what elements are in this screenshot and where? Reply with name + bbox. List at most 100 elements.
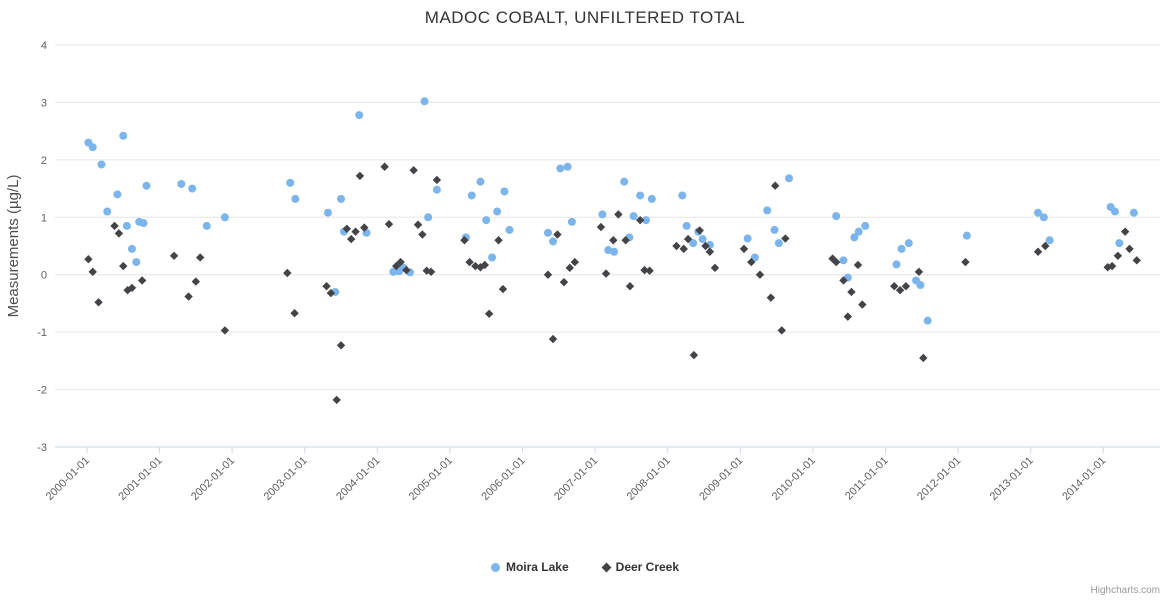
data-point-deer-creek[interactable]	[1132, 256, 1141, 265]
data-point-moira-lake[interactable]	[549, 237, 558, 246]
data-point-deer-creek[interactable]	[114, 229, 124, 238]
data-point-moira-lake[interactable]	[563, 162, 572, 171]
data-point-moira-lake[interactable]	[139, 219, 148, 228]
data-point-deer-creek[interactable]	[498, 284, 508, 294]
data-point-deer-creek[interactable]	[1107, 261, 1117, 271]
data-point-moira-lake[interactable]	[323, 208, 332, 217]
data-point-moira-lake[interactable]	[1129, 208, 1138, 217]
data-point-deer-creek[interactable]	[625, 282, 635, 291]
highcharts-credit[interactable]: Highcharts.com	[1090, 585, 1160, 596]
data-point-deer-creek[interactable]	[890, 282, 899, 291]
data-point-deer-creek[interactable]	[609, 236, 618, 245]
data-point-deer-creek[interactable]	[119, 261, 128, 271]
data-point-deer-creek[interactable]	[621, 236, 630, 245]
data-point-deer-creek[interactable]	[418, 230, 427, 239]
data-point-moira-lake[interactable]	[770, 225, 779, 234]
data-point-deer-creek[interactable]	[380, 162, 389, 171]
data-point-deer-creek[interactable]	[413, 220, 423, 229]
data-point-moira-lake[interactable]	[904, 239, 913, 248]
data-point-deer-creek[interactable]	[384, 219, 394, 229]
data-point-moira-lake[interactable]	[1110, 207, 1119, 216]
data-point-deer-creek[interactable]	[127, 283, 137, 293]
data-point-deer-creek[interactable]	[432, 175, 442, 185]
data-point-moira-lake[interactable]	[750, 253, 759, 262]
data-point-moira-lake[interactable]	[763, 206, 772, 215]
data-point-deer-creek[interactable]	[543, 270, 553, 279]
data-point-moira-lake[interactable]	[629, 212, 638, 221]
data-point-deer-creek[interactable]	[196, 253, 205, 262]
data-point-deer-creek[interactable]	[635, 215, 645, 225]
data-point-moira-lake[interactable]	[493, 207, 502, 216]
data-point-deer-creek[interactable]	[645, 266, 654, 275]
data-point-moira-lake[interactable]	[337, 194, 346, 203]
data-point-deer-creek[interactable]	[494, 236, 503, 245]
data-point-deer-creek[interactable]	[559, 277, 569, 287]
data-point-deer-creek[interactable]	[755, 270, 765, 279]
data-point-moira-lake[interactable]	[854, 227, 863, 236]
data-point-deer-creek[interactable]	[1113, 251, 1123, 260]
data-point-deer-creek[interactable]	[710, 263, 720, 273]
data-point-moira-lake[interactable]	[556, 164, 565, 173]
data-point-moira-lake[interactable]	[476, 177, 485, 186]
data-point-deer-creek[interactable]	[465, 257, 474, 267]
data-point-deer-creek[interactable]	[679, 244, 688, 254]
data-point-deer-creek[interactable]	[781, 234, 790, 243]
data-point-moira-lake[interactable]	[1045, 236, 1054, 245]
data-point-moira-lake[interactable]	[432, 185, 441, 194]
data-point-moira-lake[interactable]	[202, 221, 211, 230]
data-point-moira-lake[interactable]	[743, 234, 752, 243]
data-point-deer-creek[interactable]	[847, 287, 856, 297]
data-point-moira-lake[interactable]	[916, 281, 925, 290]
data-point-moira-lake[interactable]	[119, 131, 128, 140]
data-point-deer-creek[interactable]	[895, 286, 905, 295]
data-point-deer-creek[interactable]	[701, 241, 710, 251]
data-point-deer-creek[interactable]	[426, 267, 436, 277]
data-point-deer-creek[interactable]	[683, 234, 693, 244]
data-point-deer-creek[interactable]	[94, 298, 103, 307]
data-point-moira-lake[interactable]	[850, 233, 859, 242]
data-point-deer-creek[interactable]	[460, 236, 469, 245]
data-point-moira-lake[interactable]	[620, 177, 629, 186]
data-point-deer-creek[interactable]	[220, 326, 230, 335]
data-point-moira-lake[interactable]	[923, 316, 932, 325]
data-point-moira-lake[interactable]	[839, 256, 848, 265]
data-point-deer-creek[interactable]	[601, 269, 611, 278]
data-point-deer-creek[interactable]	[283, 268, 292, 278]
data-point-deer-creek[interactable]	[191, 277, 201, 286]
data-point-moira-lake[interactable]	[286, 178, 295, 187]
data-point-moira-lake[interactable]	[962, 231, 971, 240]
data-point-deer-creek[interactable]	[402, 265, 411, 275]
data-point-moira-lake[interactable]	[127, 244, 136, 253]
data-point-deer-creek[interactable]	[184, 292, 193, 301]
data-point-moira-lake[interactable]	[420, 97, 429, 106]
data-point-deer-creek[interactable]	[695, 226, 704, 235]
data-point-moira-lake[interactable]	[488, 253, 497, 262]
data-point-deer-creek[interactable]	[548, 334, 558, 344]
data-point-moira-lake[interactable]	[641, 216, 650, 225]
data-point-moira-lake[interactable]	[482, 216, 491, 225]
data-point-deer-creek[interactable]	[351, 227, 360, 236]
data-point-moira-lake[interactable]	[467, 191, 476, 200]
data-point-deer-creek[interactable]	[858, 300, 867, 309]
data-point-deer-creek[interactable]	[326, 288, 336, 298]
data-point-deer-creek[interactable]	[1120, 227, 1130, 236]
data-point-deer-creek[interactable]	[322, 282, 331, 291]
data-point-moira-lake[interactable]	[142, 181, 151, 190]
data-point-moira-lake[interactable]	[647, 194, 656, 203]
data-point-deer-creek[interactable]	[777, 326, 786, 335]
data-point-deer-creek[interactable]	[914, 267, 924, 277]
data-point-deer-creek[interactable]	[640, 265, 649, 275]
data-point-moira-lake[interactable]	[774, 239, 783, 248]
data-point-moira-lake[interactable]	[1115, 239, 1124, 248]
data-point-deer-creek[interactable]	[672, 241, 681, 251]
data-point-moira-lake[interactable]	[689, 239, 698, 248]
data-point-moira-lake[interactable]	[389, 267, 398, 276]
data-point-deer-creek[interactable]	[84, 255, 93, 264]
data-point-deer-creek[interactable]	[396, 257, 405, 267]
data-point-deer-creek[interactable]	[123, 286, 132, 295]
data-point-moira-lake[interactable]	[113, 190, 122, 199]
data-point-moira-lake[interactable]	[103, 207, 112, 216]
data-point-moira-lake[interactable]	[97, 160, 106, 169]
data-point-moira-lake[interactable]	[682, 221, 691, 230]
data-point-moira-lake[interactable]	[500, 187, 509, 196]
